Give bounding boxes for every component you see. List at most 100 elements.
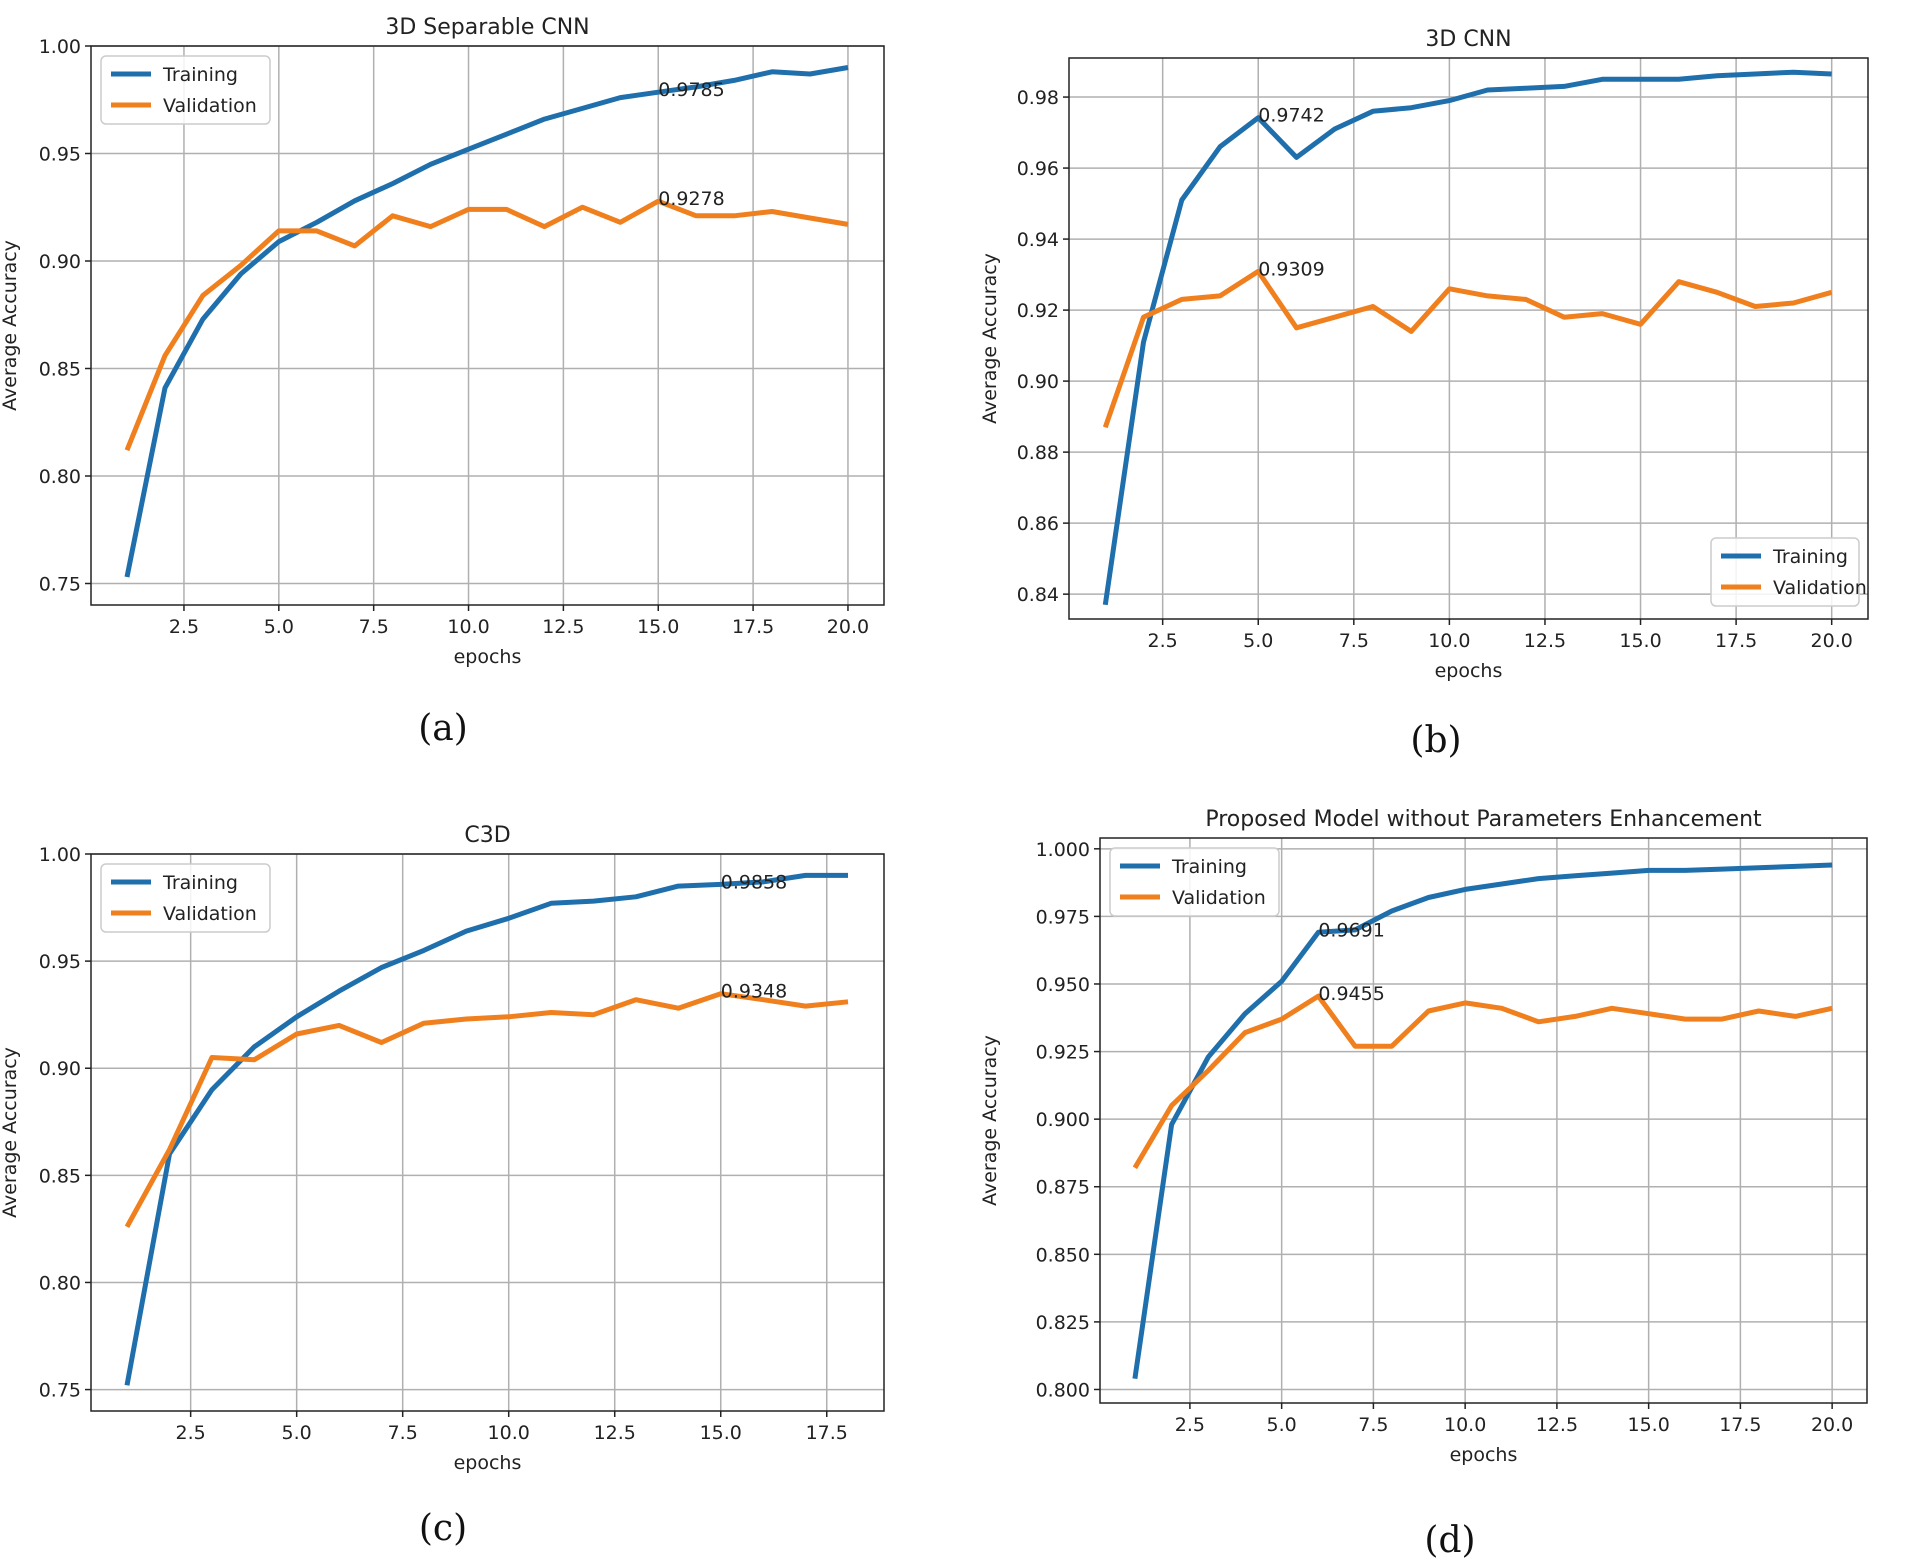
y-tick-label: 0.900 [1036, 1109, 1090, 1131]
y-tick-label: 0.88 [1017, 442, 1059, 464]
x-tick-label: 5.0 [264, 616, 294, 638]
y-tick-label: 0.80 [39, 1272, 81, 1294]
y-tick-label: 0.98 [1017, 87, 1059, 109]
x-tick-label: 12.5 [594, 1422, 636, 1444]
figure-caption: (d) [1424, 1520, 1475, 1561]
legend-label-validation: Validation [1773, 577, 1867, 599]
data-label: 0.9742 [1258, 105, 1324, 127]
figure-caption: (c) [419, 1508, 467, 1549]
chart-title: 3D CNN [1425, 27, 1511, 52]
plot-frame [1099, 837, 1868, 1404]
x-tick-label: 10.0 [1428, 630, 1470, 652]
y-tick-label: 0.925 [1036, 1042, 1090, 1064]
plot-frame [90, 853, 885, 1412]
chart-title: 3D Separable CNN [385, 15, 589, 40]
data-label: 0.9309 [1258, 258, 1324, 280]
data-label: 0.9858 [721, 871, 787, 893]
x-tick-label: 17.5 [1715, 630, 1757, 652]
legend-label-validation: Validation [1172, 887, 1266, 909]
y-tick-label: 0.85 [39, 1165, 81, 1187]
x-tick-label: 10.0 [1444, 1414, 1486, 1436]
y-tick-label: 0.86 [1017, 513, 1059, 535]
series-line-validation [124, 198, 849, 452]
y-axis-label: Average Accuracy [979, 1035, 1001, 1206]
x-tick-label: 15.0 [1627, 1414, 1669, 1436]
x-tick-label: 20.0 [1811, 1414, 1853, 1436]
y-tick-label: 0.84 [1017, 584, 1059, 606]
y-axis-label: Average Accuracy [0, 240, 21, 411]
x-tick-label: 12.5 [1524, 630, 1566, 652]
x-tick-label: 17.5 [1719, 1414, 1761, 1436]
y-tick-label: 0.800 [1036, 1379, 1090, 1401]
plot-frame [90, 45, 885, 606]
x-tick-label: 17.5 [732, 616, 774, 638]
legend-label-validation: Validation [163, 903, 257, 925]
y-tick-label: 0.90 [39, 251, 81, 273]
x-tick-label: 20.0 [1811, 630, 1853, 652]
data-label: 0.9785 [658, 79, 724, 101]
y-tick-label: 0.875 [1036, 1177, 1090, 1199]
x-tick-label: 15.0 [700, 1422, 742, 1444]
series-line-validation [1102, 268, 1833, 429]
y-axis-label: Average Accuracy [0, 1047, 21, 1218]
y-tick-label: 1.00 [39, 844, 81, 866]
y-tick-label: 0.825 [1036, 1312, 1090, 1334]
data-label: 0.9691 [1318, 919, 1384, 941]
series-line-training [124, 872, 848, 1386]
y-tick-label: 0.95 [39, 951, 81, 973]
legend-label-training: Training [1171, 856, 1247, 878]
x-tick-label: 2.5 [1175, 1414, 1205, 1436]
x-tick-label: 15.0 [1619, 630, 1661, 652]
chart-a: 2.5 5.0 7.5 10.0 12.5 15.0 17.5 20.0 0.75 0.80 0.8… [0, 15, 885, 749]
x-tick-label: 7.5 [388, 1422, 418, 1444]
data-label: 0.9455 [1318, 983, 1384, 1005]
y-tick-label: 0.80 [39, 466, 81, 488]
legend-label-validation: Validation [163, 95, 257, 117]
y-tick-label: 0.850 [1036, 1244, 1090, 1266]
x-tick-label: 15.0 [637, 616, 679, 638]
series-line-training [1102, 69, 1832, 606]
y-tick-label: 0.75 [39, 1380, 81, 1402]
y-tick-label: 0.75 [39, 574, 81, 596]
y-tick-label: 0.975 [1036, 906, 1090, 928]
x-tick-label: 20.0 [827, 616, 869, 638]
x-tick-label: 12.5 [542, 616, 584, 638]
x-tick-label: 2.5 [176, 1422, 206, 1444]
x-tick-label: 5.0 [1267, 1414, 1297, 1436]
x-tick-label: 17.5 [806, 1422, 848, 1444]
series-line-training [124, 65, 849, 578]
y-tick-label: 1.000 [1036, 839, 1090, 861]
x-tick-label: 10.0 [447, 616, 489, 638]
y-tick-label: 0.95 [39, 144, 81, 166]
data-label: 0.9278 [658, 188, 724, 210]
y-tick-label: 0.90 [39, 1058, 81, 1080]
series-line-validation [124, 991, 849, 1229]
x-tick-label: 7.5 [1358, 1414, 1388, 1436]
x-tick-label: 2.5 [1148, 630, 1178, 652]
x-tick-label: 5.0 [282, 1422, 312, 1444]
x-tick-label: 12.5 [1536, 1414, 1578, 1436]
x-tick-label: 10.0 [488, 1422, 530, 1444]
series-line-validation [1132, 993, 1833, 1170]
x-axis-label: epochs [1435, 660, 1503, 682]
y-axis-label: Average Accuracy [979, 253, 1001, 424]
figure-caption: (a) [418, 708, 468, 749]
y-tick-label: 1.00 [39, 36, 81, 58]
x-axis-label: epochs [1450, 1444, 1518, 1466]
x-axis-label: epochs [454, 1452, 522, 1474]
x-axis-label: epochs [454, 646, 522, 668]
y-tick-label: 0.94 [1017, 229, 1059, 251]
plot-frame [1068, 57, 1869, 620]
chart-title: Proposed Model without Parameters Enhanc… [1205, 807, 1762, 832]
legend-label-training: Training [1772, 546, 1848, 568]
data-label: 0.9348 [721, 981, 787, 1003]
x-tick-label: 7.5 [1339, 630, 1369, 652]
y-tick-label: 0.96 [1017, 158, 1059, 180]
legend-label-training: Training [162, 64, 238, 86]
series-line-training [1132, 862, 1833, 1380]
x-tick-label: 2.5 [169, 616, 199, 638]
y-tick-label: 0.90 [1017, 371, 1059, 393]
y-tick-label: 0.950 [1036, 974, 1090, 996]
y-tick-label: 0.85 [39, 359, 81, 381]
